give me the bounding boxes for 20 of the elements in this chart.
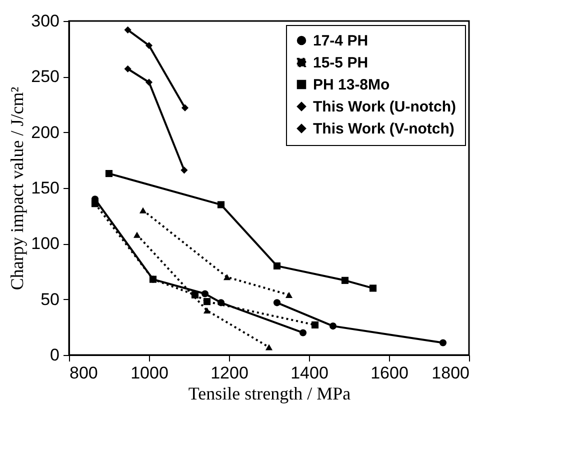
y-tick-label: 300 xyxy=(31,12,60,30)
y-tick-label: 100 xyxy=(31,234,60,254)
legend-label: PH 13-8Mo xyxy=(313,76,390,94)
x-tick-label: 1800 xyxy=(432,364,470,382)
y-tick-label: 0 xyxy=(50,346,60,364)
legend-label: This Work (U-notch) xyxy=(313,98,456,116)
x-tick-label: 1000 xyxy=(130,364,168,382)
y-tick-label: 150 xyxy=(31,178,60,198)
y-tick-label: 200 xyxy=(31,122,60,142)
y-tick-label: 50 xyxy=(40,290,60,309)
x-tick-label: 1600 xyxy=(370,364,408,382)
y-axis-title: Charpy impact value / J/cm² xyxy=(7,86,28,290)
legend-label: This Work (V-notch) xyxy=(313,120,454,138)
y-tick-label: 250 xyxy=(31,67,60,86)
legend-label: 15-5 PH xyxy=(313,54,368,72)
x-tick-label: 1200 xyxy=(210,364,248,382)
legend-label: 17-4 PH xyxy=(313,32,368,50)
x-axis-title: Tensile strength / MPa xyxy=(188,384,351,404)
x-tick-label: 800 xyxy=(70,364,98,382)
x-tick-label: 1400 xyxy=(290,364,328,382)
